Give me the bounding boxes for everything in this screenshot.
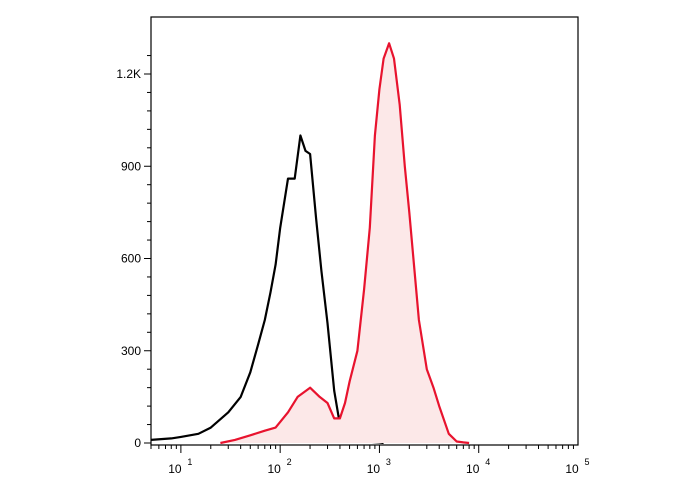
series-layer [150,42,470,445]
y-axis: 0 300 600 900 1.2K [116,55,151,450]
x-tick-exponent: 5 [584,457,589,467]
x-tick-label: 10 [565,462,579,476]
x-tick-exponent: 1 [187,457,192,467]
y-tick-label: 900 [121,159,141,173]
x-tick-label: 10 [267,462,281,476]
x-axis: 10 1 10 2 10 3 10 4 10 5 [150,445,590,476]
x-tick-exponent: 3 [386,457,391,467]
x-tick-label: 10 [367,462,381,476]
y-tick-label: 1.2K [116,67,141,81]
series-1-area [220,43,470,444]
series-1-line [220,42,470,445]
x-tick-label: 10 [466,462,480,476]
x-tick-exponent: 4 [485,457,490,467]
y-tick-label: 600 [121,252,141,266]
y-tick-label: 0 [134,436,141,450]
x-tick-exponent: 2 [287,457,292,467]
x-tick-label: 10 [168,462,182,476]
y-tick-label: 300 [121,344,141,358]
